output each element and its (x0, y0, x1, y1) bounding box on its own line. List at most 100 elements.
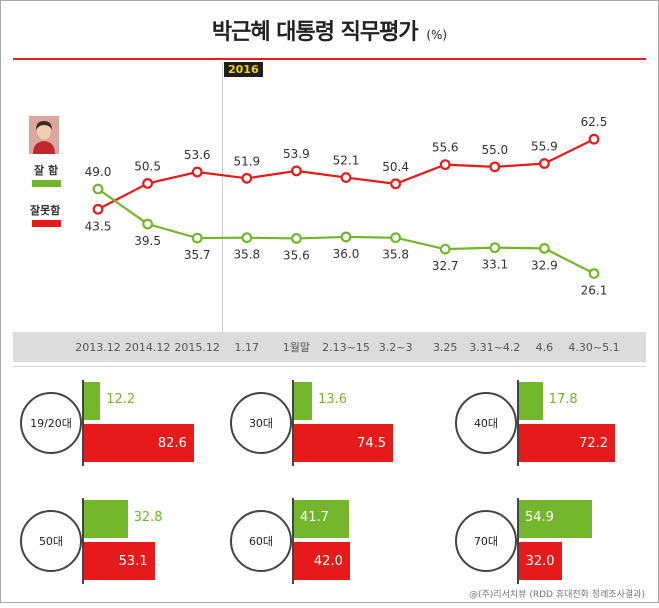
data-point-approve (489, 242, 501, 254)
year-divider-line (222, 62, 223, 332)
disapprove-bar-value: 42.0 (313, 553, 343, 569)
chart-title-unit: (%) (426, 28, 448, 42)
data-point-disapprove (489, 161, 501, 173)
approve-bar-value: 13.6 (318, 392, 348, 407)
legend-approve-label: 잘 함 (34, 164, 59, 177)
age-group-label: 40대 (455, 392, 517, 454)
age-connector-line (290, 422, 293, 424)
x-tick-label: 2015.12 (174, 341, 220, 354)
data-label-approve: 26.1 (581, 283, 608, 297)
chart-title-text: 박근혜 대통령 직무평가 (211, 20, 419, 45)
data-label-approve: 35.8 (233, 248, 260, 262)
data-point-approve (92, 183, 104, 195)
data-point-approve (241, 232, 253, 244)
data-label-approve: 32.7 (432, 259, 459, 273)
approve-bar (294, 500, 350, 538)
data-label-disapprove: 52.1 (333, 154, 360, 168)
data-point-approve (539, 242, 550, 254)
data-point-approve (439, 243, 451, 255)
data-label-approve: 36.0 (333, 247, 360, 261)
disapprove-bar: 82.6 (84, 424, 194, 462)
bar-axis-line (292, 498, 294, 584)
disapprove-bar-value: 82.6 (157, 435, 187, 451)
x-tick-label: 3.25 (433, 341, 458, 354)
disapprove-bar-value: 32.0 (525, 553, 555, 569)
approve-bar (519, 500, 593, 538)
bar-axis-line (82, 498, 84, 584)
age-group-label: 19/20대 (20, 392, 82, 454)
data-label-disapprove: 53.9 (283, 147, 310, 161)
data-label-disapprove: 43.5 (85, 219, 112, 233)
disapprove-bar: 42.0 (294, 542, 350, 580)
data-label-approve: 35.6 (283, 248, 310, 262)
president-portrait-icon (29, 116, 59, 154)
approve-bar (84, 500, 128, 538)
bar-axis-line (517, 498, 519, 584)
data-label-approve: 35.8 (382, 248, 409, 262)
age-panel: 40대 17.8 72.2 (455, 380, 655, 490)
data-point-disapprove (588, 133, 600, 145)
data-point-approve (291, 233, 302, 244)
age-panel: 70대 54.9 32.0 (455, 498, 655, 608)
data-point-disapprove (142, 178, 154, 189)
age-connector-line (80, 540, 83, 542)
approve-bar (519, 382, 543, 420)
disapprove-bar-value: 53.1 (118, 553, 148, 569)
legend-approve-swatch (32, 180, 61, 187)
data-label-disapprove: 50.5 (134, 159, 161, 173)
line-chart: 49.0 43.5 2013.12 50.5 39.5 2014.12 53.6 35.7 20… (75, 115, 619, 354)
disapprove-bar-value: 72.2 (579, 435, 609, 451)
bar-axis-line (517, 380, 519, 466)
data-label-disapprove: 62.5 (581, 115, 608, 129)
data-label-disapprove: 53.6 (184, 148, 211, 162)
age-panel: 30대 13.6 74.5 (230, 380, 430, 490)
disapprove-bar: 72.2 (519, 424, 616, 462)
x-tick-label: 2013.12 (75, 341, 121, 354)
data-point-disapprove (191, 166, 203, 178)
approve-bar (294, 382, 313, 420)
approve-bar-value: 17.8 (548, 392, 578, 407)
disapprove-bar: 74.5 (294, 424, 394, 462)
age-group-label: 30대 (230, 392, 292, 454)
year-marker-badge: 2016 (224, 62, 263, 77)
data-point-disapprove (241, 172, 253, 184)
age-panel: 60대 41.7 42.0 (230, 498, 430, 608)
x-tick-label: 2.13~15 (322, 341, 370, 354)
data-point-approve (390, 232, 402, 244)
data-label-disapprove: 50.4 (382, 160, 409, 174)
x-tick-label: 1.17 (235, 341, 260, 354)
approve-bar-value: 32.8 (133, 510, 163, 525)
approve-bar-value: 12.2 (106, 392, 136, 407)
data-label-disapprove: 55.6 (432, 141, 459, 155)
data-label-approve: 49.0 (85, 165, 112, 179)
top-accent-line (13, 58, 646, 60)
x-tick-label: 2014.12 (125, 341, 171, 354)
disapprove-bar-value: 74.5 (357, 435, 387, 451)
data-point-disapprove (439, 159, 451, 171)
legend-disapprove-label: 잘못함 (30, 204, 61, 217)
x-tick-label: 3.31~4.2 (469, 341, 520, 354)
chart-title: 박근혜 대통령 직무평가 (%) (0, 14, 659, 46)
data-label-disapprove: 51.9 (233, 154, 260, 168)
x-tick-label: 4.30~5.1 (568, 341, 619, 354)
x-tick-label: 1월말 (283, 341, 310, 354)
data-label-approve: 35.7 (184, 248, 211, 262)
legend-disapprove-swatch (32, 220, 61, 227)
bar-axis-line (82, 380, 84, 466)
data-label-approve: 39.5 (134, 234, 161, 248)
bar-axis-line (292, 380, 294, 466)
data-point-disapprove (291, 165, 302, 177)
age-panel: 19/20대 12.2 82.6 (20, 380, 220, 490)
data-label-disapprove: 55.9 (531, 140, 558, 154)
age-group-label: 60대 (230, 510, 292, 572)
age-connector-line (290, 540, 293, 542)
approve-bar-value: 54.9 (525, 510, 554, 525)
data-point-approve (588, 268, 600, 279)
age-connector-line (515, 540, 518, 542)
data-point-disapprove (92, 203, 104, 215)
data-point-disapprove (340, 172, 352, 183)
x-tick-label: 3.2~3 (379, 341, 413, 354)
disapprove-bar: 32.0 (519, 542, 562, 580)
age-connector-line (515, 422, 518, 424)
age-connector-line (80, 422, 83, 424)
